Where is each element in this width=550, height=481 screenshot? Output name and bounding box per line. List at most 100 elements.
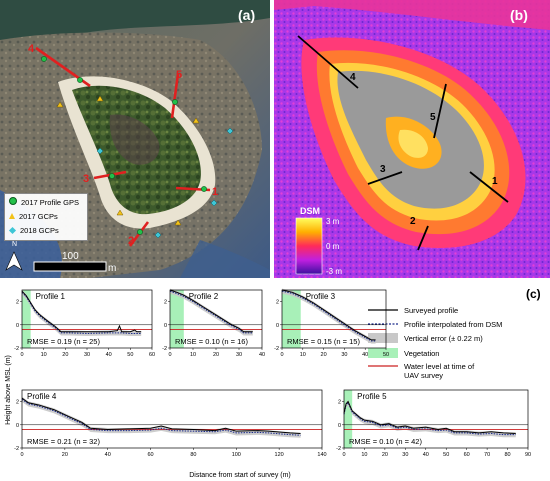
y-tick-label: -2: [162, 346, 167, 352]
legend-gps: 2017 Profile GPS: [9, 196, 87, 210]
x-tick-label: 40: [106, 352, 112, 358]
x-tick-label: 10: [361, 452, 367, 458]
interpolated-profile-line: [21, 398, 301, 436]
y-tick-label: 2: [16, 400, 19, 406]
vegetation-band: [282, 290, 301, 348]
chart-frame: [21, 389, 323, 449]
chart-title: Profile 1: [36, 292, 66, 301]
legend-gcp-2017-label: 2017 GCPs: [19, 212, 58, 221]
y-axis-label: Height above MSL (m): [5, 355, 12, 425]
x-tick-label: 40: [105, 452, 111, 458]
legend-interpolated-label: Profile interpolated from DSM: [404, 320, 502, 329]
x-tick-label: 50: [383, 352, 389, 358]
scale-bar: [33, 261, 107, 272]
dsm-transect-label-5: 5: [430, 112, 436, 123]
panel-b-dsm-map: 4 5 3 1 2 (b) DSM 3 m 0 m -3 m: [274, 0, 550, 278]
panel-c-profiles: (c) Height above MSL (m) Distance from s…: [0, 280, 550, 481]
transect-label-1: 1: [212, 186, 218, 198]
panel-a-aerial-map: 4 5 3 1 2 (a) N: [0, 0, 270, 278]
rmse-annotation: RMSE = 0.21 (n = 32): [27, 437, 100, 446]
dsm-map-canvas: 4 5 3 1 2 (b) DSM 3 m 0 m -3 m: [274, 0, 550, 278]
x-tick-label: 70: [484, 452, 490, 458]
vertical-error-band: [22, 396, 301, 438]
x-tick-label: 0: [168, 352, 171, 358]
x-tick-label: 80: [190, 452, 196, 458]
y-tick-label: 2: [16, 300, 19, 306]
surveyed-profile-line: [21, 290, 142, 333]
transect-label-2: 2: [128, 235, 134, 247]
rmse-annotation: RMSE = 0.10 (n = 42): [349, 437, 422, 446]
y-tick-label: 0: [16, 323, 19, 329]
north-arrow-icon: [5, 251, 23, 271]
colorbar-title: DSM: [300, 206, 320, 216]
gps-circle-icon: [9, 197, 17, 205]
colorbar: [295, 217, 323, 275]
y-tick-label: -2: [14, 346, 19, 352]
x-tick-label: 60: [464, 452, 470, 458]
x-tick-label: 20: [62, 352, 68, 358]
y-tick-label: 0: [338, 423, 341, 429]
rmse-annotation: RMSE = 0.15 (n = 15): [287, 337, 360, 346]
x-tick-label: 120: [275, 452, 284, 458]
x-tick-label: 40: [362, 352, 368, 358]
chart-frame: [281, 289, 387, 349]
legend-surveyed-label: Surveyed profile: [404, 306, 458, 315]
panel-a-label: (a): [238, 7, 255, 23]
dsm-transect-label-2: 2: [410, 216, 416, 227]
y-tick-label: 2: [164, 300, 167, 306]
colorbar-tick-bottom: -3 m: [326, 267, 342, 276]
legend-error-swatch: [368, 333, 398, 343]
colorbar-tick-top: 3 m: [326, 217, 340, 226]
y-tick-label: 2: [338, 400, 341, 406]
x-tick-label: 50: [127, 352, 133, 358]
legend-water-label-line2: UAV survey: [404, 371, 443, 380]
chart-title: Profile 4: [27, 392, 57, 401]
y-tick-label: 0: [16, 423, 19, 429]
vegetation-band: [344, 390, 353, 448]
chart-title: Profile 2: [189, 292, 219, 301]
x-tick-label: 40: [423, 452, 429, 458]
scale-bar-value: 100: [62, 251, 79, 262]
x-tick-label: 60: [148, 452, 154, 458]
north-label: N: [12, 241, 17, 248]
x-tick-label: 20: [382, 452, 388, 458]
y-tick-label: 0: [276, 323, 279, 329]
x-tick-label: 100: [232, 452, 241, 458]
map-legend: 2017 Profile GPS 2017 GCPs 2018 GCPs: [4, 193, 88, 241]
dsm-transect-lines: [297, 35, 509, 251]
x-tick-label: 0: [280, 352, 283, 358]
transect-label-5: 5: [176, 69, 182, 81]
profile-legend: Surveyed profile Profile interpolated fr…: [368, 306, 502, 380]
x-tick-label: 0: [20, 352, 23, 358]
dsm-transect-label-4: 4: [350, 72, 356, 83]
surveyed-profile-line: [281, 289, 376, 341]
legend-vegetation-label: Vegetation: [404, 349, 439, 358]
vegetation-band: [22, 290, 31, 348]
x-tick-label: 60: [149, 352, 155, 358]
surveyed-profile-line: [21, 397, 301, 434]
y-tick-label: 2: [276, 300, 279, 306]
interpolated-profile-line: [281, 290, 376, 342]
gcp-2017-points: [56, 95, 200, 226]
y-tick-label: -2: [14, 446, 19, 452]
x-tick-label: 10: [41, 352, 47, 358]
panel-b-label: (b): [510, 7, 528, 23]
x-tick-label: 30: [84, 352, 90, 358]
chart-title: Profile 5: [357, 392, 387, 401]
panel-c-label: (c): [526, 287, 541, 301]
x-tick-label: 30: [236, 352, 242, 358]
colorbar-tick-mid: 0 m: [326, 242, 340, 251]
legend-gps-label: 2017 Profile GPS: [21, 198, 79, 207]
gcp-triangle-icon: [9, 213, 15, 219]
x-tick-label: 30: [341, 352, 347, 358]
y-tick-label: -2: [336, 446, 341, 452]
chart-frame: [343, 389, 529, 449]
x-tick-label: 90: [525, 452, 531, 458]
x-tick-label: 50: [443, 452, 449, 458]
x-tick-label: 0: [20, 452, 23, 458]
surveyed-profile-line: [169, 289, 253, 333]
